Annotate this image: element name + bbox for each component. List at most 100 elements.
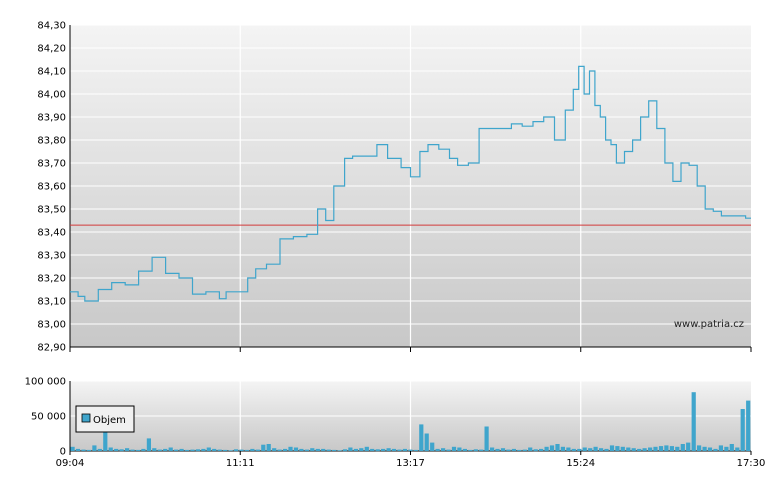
volume-bar [468,449,473,451]
volume-bar [146,438,151,451]
volume-bar [125,448,130,451]
volume-bar [190,449,195,451]
volume-bar [315,448,320,451]
volume-bar [353,448,358,451]
volume-bar [549,445,555,451]
volume-bar [430,442,435,451]
price-y-tick-label: 83,40 [37,228,66,239]
volume-bar [212,448,217,451]
volume-bar [637,448,642,451]
volume-bar [620,446,625,451]
volume-bar [746,400,751,451]
volume-bar [522,449,527,451]
volume-bar [277,449,282,451]
volume-bar [724,446,729,451]
volume-bar [255,449,260,451]
volume-bar [168,447,173,451]
price-y-tick-label: 83,20 [37,274,66,285]
volume-bar [457,447,462,451]
volume-bar [326,449,331,451]
volume-bar [375,449,380,452]
volume-bar [571,448,576,451]
volume-bar [419,424,424,451]
volume-bar [555,444,560,451]
volume-bar [680,444,685,451]
price-y-tick-label: 83,70 [37,159,66,170]
volume-bar [201,448,206,451]
volume-bar [446,449,451,451]
volume-bar [462,448,467,451]
volume-bar [511,448,516,451]
volume-bar [544,446,549,451]
volume-bar [604,448,609,451]
watermark-text: www.patria.cz [674,319,744,330]
volume-bar [653,446,658,451]
volume-bar [233,449,239,452]
volume-bar [261,444,266,451]
price-y-tick-label: 83,90 [37,113,66,124]
volume-bar [250,448,255,451]
volume-bar [223,449,228,451]
volume-bar [626,447,631,451]
price-y-tick-label: 84,10 [37,67,66,78]
volume-bar [97,448,102,451]
volume-bar [114,448,119,451]
volume-bar [413,449,418,451]
volume-bar [479,449,484,451]
x-tick-label: 15:24 [566,458,595,469]
volume-bar [500,448,506,451]
volume-bar [310,448,315,451]
volume-bar [217,449,222,451]
volume-bar [75,448,81,451]
volume-bar [402,448,407,451]
price-y-tick-label: 83,60 [37,182,66,193]
volume-bar [577,448,582,451]
volume-bar [174,449,179,451]
volume-bar [293,447,299,451]
volume-bar [664,445,669,451]
price-y-tick-label: 83,00 [37,320,66,331]
volume-bar [195,449,200,452]
volume-bar [740,409,745,451]
price-series-line [70,65,751,302]
volume-bar [691,392,696,451]
volume-bar [92,445,97,451]
volume-bar [697,445,702,451]
volume-bar [669,446,674,451]
volume-bar [157,449,162,451]
volume-y-tick-label: 100 000 [25,377,66,388]
x-tick-label: 17:30 [737,458,766,469]
volume-bar [119,449,124,452]
volume-bar [707,447,713,451]
volume-bar [283,448,288,451]
volume-bar [141,448,146,451]
volume-bar [364,446,369,451]
volume-bar [729,444,734,451]
volume-bar [86,449,91,451]
volume-bar [304,449,309,451]
volume-bar [184,449,190,451]
volume-bar [473,449,478,452]
volume-bar [206,447,211,451]
volume-bar [599,448,604,451]
volume-bar [424,433,429,451]
volume-y-tick-label: 0 [60,447,66,458]
volume-bar [528,447,533,451]
price-y-tick-label: 83,50 [37,205,66,216]
volume-bar [631,448,636,451]
volume-bar [239,449,244,451]
volume-y-tick-label: 50 000 [31,412,66,423]
volume-bar [648,447,653,451]
volume-bar [337,450,342,451]
volume-bar [490,447,495,451]
volume-bar [566,447,571,451]
volume-bar [588,448,593,451]
volume-bar [441,448,446,451]
volume-bar [179,448,184,451]
legend-label: Objem [93,415,126,426]
volume-bar [359,448,364,451]
volume-bar [533,449,538,452]
volume-bar [735,447,740,451]
price-y-tick-label: 82,90 [37,343,66,354]
volume-bar [370,448,375,451]
